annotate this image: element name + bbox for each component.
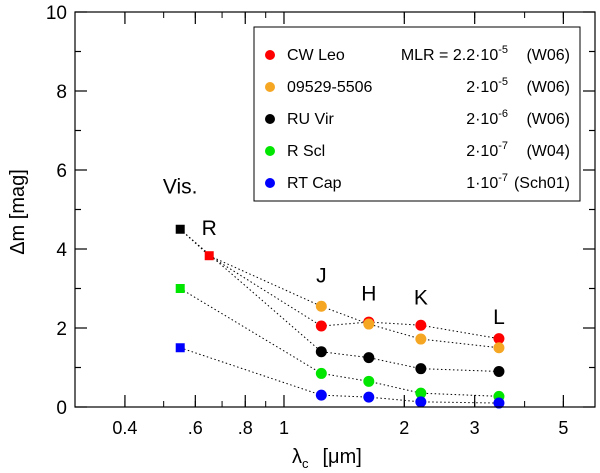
- legend-ref: (W06): [526, 79, 570, 96]
- legend-box: [253, 26, 581, 202]
- data-point-square: [175, 224, 185, 234]
- data-point: [493, 342, 505, 354]
- band-label: L: [493, 306, 505, 329]
- series-line: [179, 228, 499, 372]
- y-tick-label: 4: [56, 240, 67, 261]
- data-point: [363, 375, 375, 387]
- data-point-square: [175, 343, 185, 353]
- x-tick-label: 3: [470, 418, 480, 438]
- data-point-square: [204, 251, 214, 261]
- data-point: [363, 352, 375, 364]
- y-tick-label: 2: [56, 319, 67, 340]
- legend-mlr: 2·10-6: [466, 108, 508, 128]
- data-point: [415, 396, 427, 408]
- legend-ref: (Sch01): [514, 175, 570, 192]
- band-label: K: [414, 286, 428, 309]
- x-tick-label: 0.4: [112, 418, 137, 438]
- y-tick-label: 0: [56, 398, 67, 419]
- x-tick-label: .8: [238, 418, 253, 438]
- x-tick-label: 2: [399, 418, 409, 438]
- x-axis-label: λc [μm]: [292, 446, 362, 471]
- data-point: [415, 319, 427, 331]
- legend-mlr: 2·10-5: [466, 76, 508, 96]
- series-line: [179, 288, 499, 397]
- tick-labels: 0.4 .6 .8 1 2 3 5 0 2 4 6 8 10: [46, 3, 569, 438]
- data-point: [415, 333, 427, 345]
- data-point: [315, 346, 327, 358]
- series-line: [321, 321, 500, 340]
- x-tick-label: .6: [188, 418, 203, 438]
- legend-label: CW Leo: [287, 47, 345, 64]
- data-point: [315, 367, 327, 379]
- legend-marker: [265, 146, 275, 156]
- band-label: J: [316, 265, 327, 288]
- legend-mlr: 1·10-7: [466, 172, 508, 192]
- data-point: [415, 363, 427, 375]
- legend: CW Leo MLR = 2.2·10-5 (W06) 09529-5506 2·10-…: [253, 26, 581, 202]
- legend-mlr: MLR = 2.2·10-5: [401, 44, 508, 64]
- plot-frame: [74, 11, 596, 408]
- legend-label: RU Vir: [287, 111, 334, 128]
- band-label: R: [202, 217, 217, 240]
- data-point: [493, 333, 505, 345]
- legend-ref: (W06): [526, 47, 570, 64]
- data-point: [315, 389, 327, 401]
- series-line: [209, 255, 322, 307]
- data-points: [175, 224, 505, 409]
- legend-ref: (W06): [526, 111, 570, 128]
- y-axis-label: Δm [mag]: [7, 169, 29, 255]
- data-point: [315, 300, 327, 312]
- legend-marker: [265, 82, 275, 92]
- legend-marker: [265, 114, 275, 124]
- data-point: [315, 320, 327, 332]
- data-point: [493, 397, 505, 409]
- series-lines: [179, 228, 500, 404]
- y-tick-label: 8: [56, 82, 67, 103]
- legend-marker: [265, 178, 275, 188]
- y-tick-label: 10: [46, 3, 67, 24]
- legend-label: R Scl: [287, 143, 325, 160]
- legend-ref: (W04): [526, 143, 570, 160]
- x-tick-label: 1: [279, 418, 289, 438]
- band-label: H: [361, 282, 376, 305]
- x-tick-label: 5: [558, 418, 568, 438]
- series-line: [179, 228, 322, 327]
- legend-marker: [265, 50, 275, 60]
- series-line: [321, 305, 499, 349]
- y-tick-label: 6: [56, 161, 67, 182]
- legend-label: RT Cap: [287, 175, 342, 192]
- band-label: Vis.: [163, 176, 198, 199]
- data-point: [415, 387, 427, 399]
- data-point: [493, 365, 505, 377]
- data-point: [363, 318, 375, 330]
- data-point-square: [175, 284, 185, 293]
- data-point: [363, 391, 375, 403]
- legend-label: 09529-5506: [287, 79, 373, 96]
- band-labels: Vis.R J H K L: [163, 176, 505, 329]
- legend-mlr: 2·10-7: [466, 140, 508, 160]
